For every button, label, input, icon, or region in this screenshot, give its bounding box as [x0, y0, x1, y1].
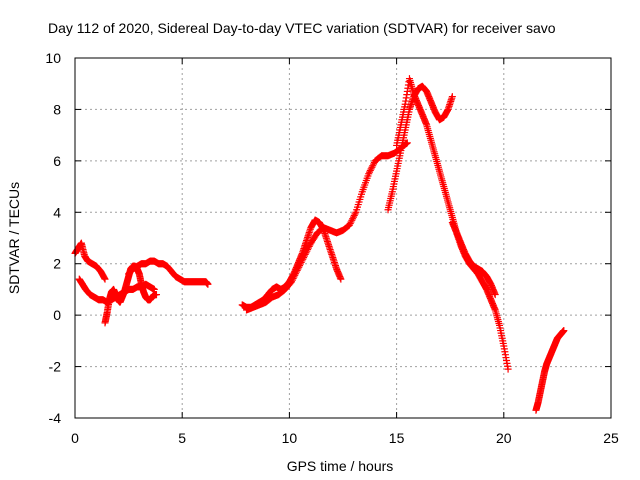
y-tick-label: 4 [53, 204, 61, 220]
data-point [296, 262, 304, 270]
series-segment-peak-a [384, 82, 456, 214]
data-point [296, 260, 304, 268]
data-point [297, 258, 305, 266]
data-point [504, 365, 512, 373]
data-point [289, 275, 297, 282]
y-tick-label: 6 [53, 153, 61, 169]
x-tick-label: 15 [389, 430, 405, 446]
data-point [288, 276, 296, 284]
x-axis-title: GPS time / hours [287, 458, 394, 474]
data-point [402, 140, 410, 148]
data-point [300, 252, 308, 260]
data-point [370, 160, 378, 168]
data-point [291, 271, 299, 279]
data-point [366, 167, 374, 174]
data-point [290, 273, 298, 281]
x-tick-label: 5 [178, 430, 186, 446]
data-point [299, 255, 307, 263]
y-tick-label: 10 [45, 50, 61, 66]
plot-frame [74, 57, 612, 419]
x-tick-label: 20 [496, 430, 512, 446]
series-segment-peak-b [393, 75, 512, 373]
data-point [366, 168, 374, 176]
x-tick-labels: 0 5 10 15 20 25 [71, 430, 619, 446]
series-segment-late-a [448, 219, 499, 299]
data-point [294, 265, 302, 273]
y-tick-label: -2 [49, 359, 62, 375]
data-point [304, 244, 312, 252]
x-tick-label: 25 [603, 430, 619, 446]
series-segment-mid-b [243, 139, 411, 314]
grid-layer [75, 58, 611, 418]
y-tick-label: 0 [53, 307, 61, 323]
y-tick-label: 2 [53, 256, 61, 272]
y-tick-label: -4 [49, 410, 62, 426]
data-point [288, 278, 296, 286]
data-point [560, 327, 568, 335]
data-point [350, 212, 358, 219]
data-point [152, 291, 160, 299]
series-segment-late-b [532, 327, 568, 414]
y-tick-labels: -4 -2 0 2 4 6 8 10 [45, 50, 61, 426]
data-point [301, 250, 309, 258]
data-point [346, 220, 354, 228]
data-point [345, 221, 353, 229]
data-point [298, 257, 306, 265]
series-segment-early-a [71, 239, 109, 283]
series-segment-early-d [125, 257, 212, 288]
x-tick-label: 10 [282, 430, 298, 446]
y-axis-title: SDTVAR / TECUs [6, 182, 22, 294]
data-point [348, 216, 356, 224]
data-point [292, 268, 300, 276]
data-point [204, 280, 212, 288]
data-point [293, 266, 301, 274]
data-point [337, 275, 345, 283]
data-point [368, 163, 376, 171]
data-points-layer [71, 75, 568, 414]
data-point [305, 242, 313, 250]
data-point [295, 263, 303, 271]
chart-title: Day 112 of 2020, Sidereal Day-to-day VTE… [48, 20, 556, 36]
data-point [367, 165, 375, 173]
data-point [369, 162, 377, 170]
data-point [403, 140, 411, 147]
data-point [351, 210, 359, 218]
data-point [349, 215, 357, 223]
x-tick-label: 0 [71, 430, 79, 446]
data-point [491, 291, 499, 299]
data-point [302, 249, 310, 257]
data-point [365, 170, 373, 178]
data-point [292, 270, 300, 278]
data-point [347, 218, 355, 226]
data-point [448, 93, 456, 101]
data-point [304, 246, 312, 254]
data-point [101, 275, 109, 283]
y-tick-label: 8 [53, 101, 61, 117]
data-point [303, 247, 311, 255]
data-point [349, 213, 357, 221]
data-point [300, 254, 308, 262]
